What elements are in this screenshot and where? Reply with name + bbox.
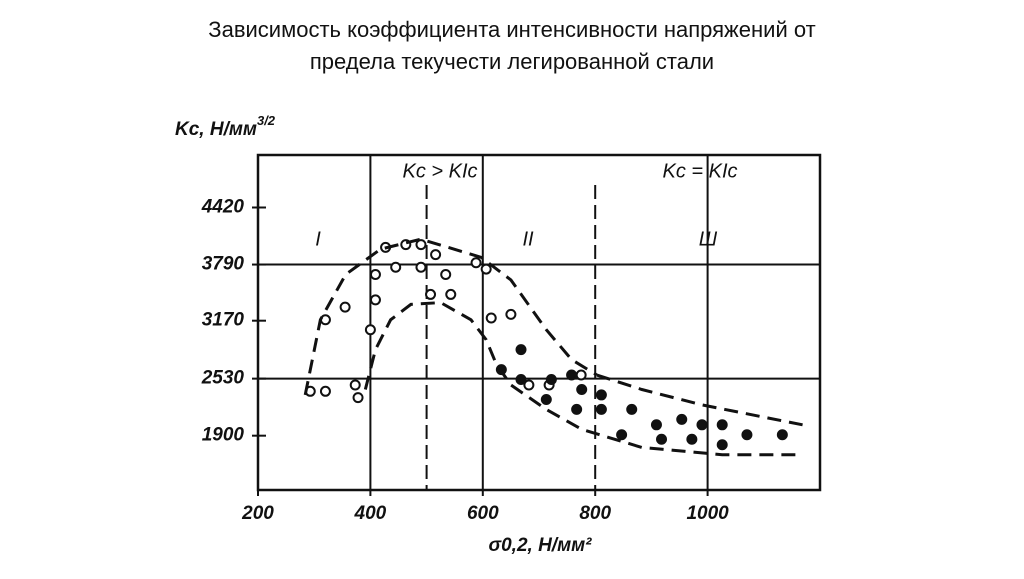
data-point	[415, 239, 427, 251]
data-point	[364, 324, 376, 336]
data-point	[595, 389, 607, 401]
data-point	[576, 384, 588, 395]
data-point	[339, 301, 351, 313]
data-point	[425, 288, 437, 300]
data-point	[616, 429, 628, 441]
y-tick-label: 4420	[201, 197, 245, 218]
data-point	[571, 403, 583, 415]
envelope-curve	[303, 237, 598, 396]
data-point	[480, 263, 492, 275]
y-tick-label: 3790	[202, 254, 245, 275]
y-label-sup: 3/2	[257, 113, 276, 128]
data-point	[505, 308, 517, 320]
envelope-curve	[596, 373, 803, 427]
annotation: Ш	[699, 228, 718, 250]
annotation: Kс = KIc	[662, 160, 737, 182]
annotation: II	[522, 228, 534, 250]
data-point	[369, 294, 381, 306]
data-point	[540, 393, 552, 405]
data-point	[696, 419, 708, 431]
data-point	[656, 433, 668, 445]
x-tick-label: 400	[354, 503, 387, 524]
data-point	[352, 392, 364, 404]
x-tick-label: 200	[241, 503, 274, 524]
data-point	[776, 429, 788, 441]
x-axis-label: σ0,2, Н/мм²	[488, 535, 592, 556]
data-point	[415, 261, 427, 273]
data-point	[515, 374, 527, 386]
data-point	[716, 439, 728, 451]
y-tick-label: 3170	[202, 310, 245, 331]
data-point	[349, 379, 361, 391]
data-point	[575, 369, 587, 381]
data-point	[626, 403, 638, 415]
data-point	[686, 433, 698, 445]
data-point	[390, 261, 402, 273]
data-point	[440, 269, 452, 281]
annotation: Kс > KIc	[402, 160, 477, 182]
annotation: I	[315, 228, 321, 250]
data-point	[430, 249, 442, 261]
data-point	[716, 419, 728, 431]
data-point	[445, 288, 457, 300]
data-point	[485, 312, 497, 324]
data-point	[595, 403, 607, 415]
data-point	[676, 413, 688, 425]
title-line-2: предела текучести легированной стали	[310, 49, 714, 74]
data-point	[523, 379, 535, 391]
y-label-main: Kс, Н/мм	[175, 119, 257, 140]
x-tick-label: 800	[579, 503, 611, 524]
data-point	[470, 257, 482, 269]
y-tick-label: 1900	[202, 425, 245, 446]
title-line-1: Зависимость коэффициента интенсивности н…	[208, 17, 815, 42]
data-point	[319, 385, 331, 397]
data-point	[369, 269, 381, 281]
data-point	[319, 314, 331, 326]
x-tick-label: 1000	[686, 503, 729, 524]
y-axis-label: Kс, Н/мм3/2	[175, 113, 276, 140]
x-tick-label: 600	[467, 503, 499, 524]
data-point	[515, 344, 527, 356]
data-point	[650, 419, 662, 431]
data-point	[741, 429, 753, 441]
envelope-curve	[363, 301, 803, 457]
data-point	[545, 374, 557, 386]
y-tick-label: 2530	[201, 368, 245, 389]
plot-frame	[256, 153, 822, 492]
data-point	[566, 369, 578, 381]
